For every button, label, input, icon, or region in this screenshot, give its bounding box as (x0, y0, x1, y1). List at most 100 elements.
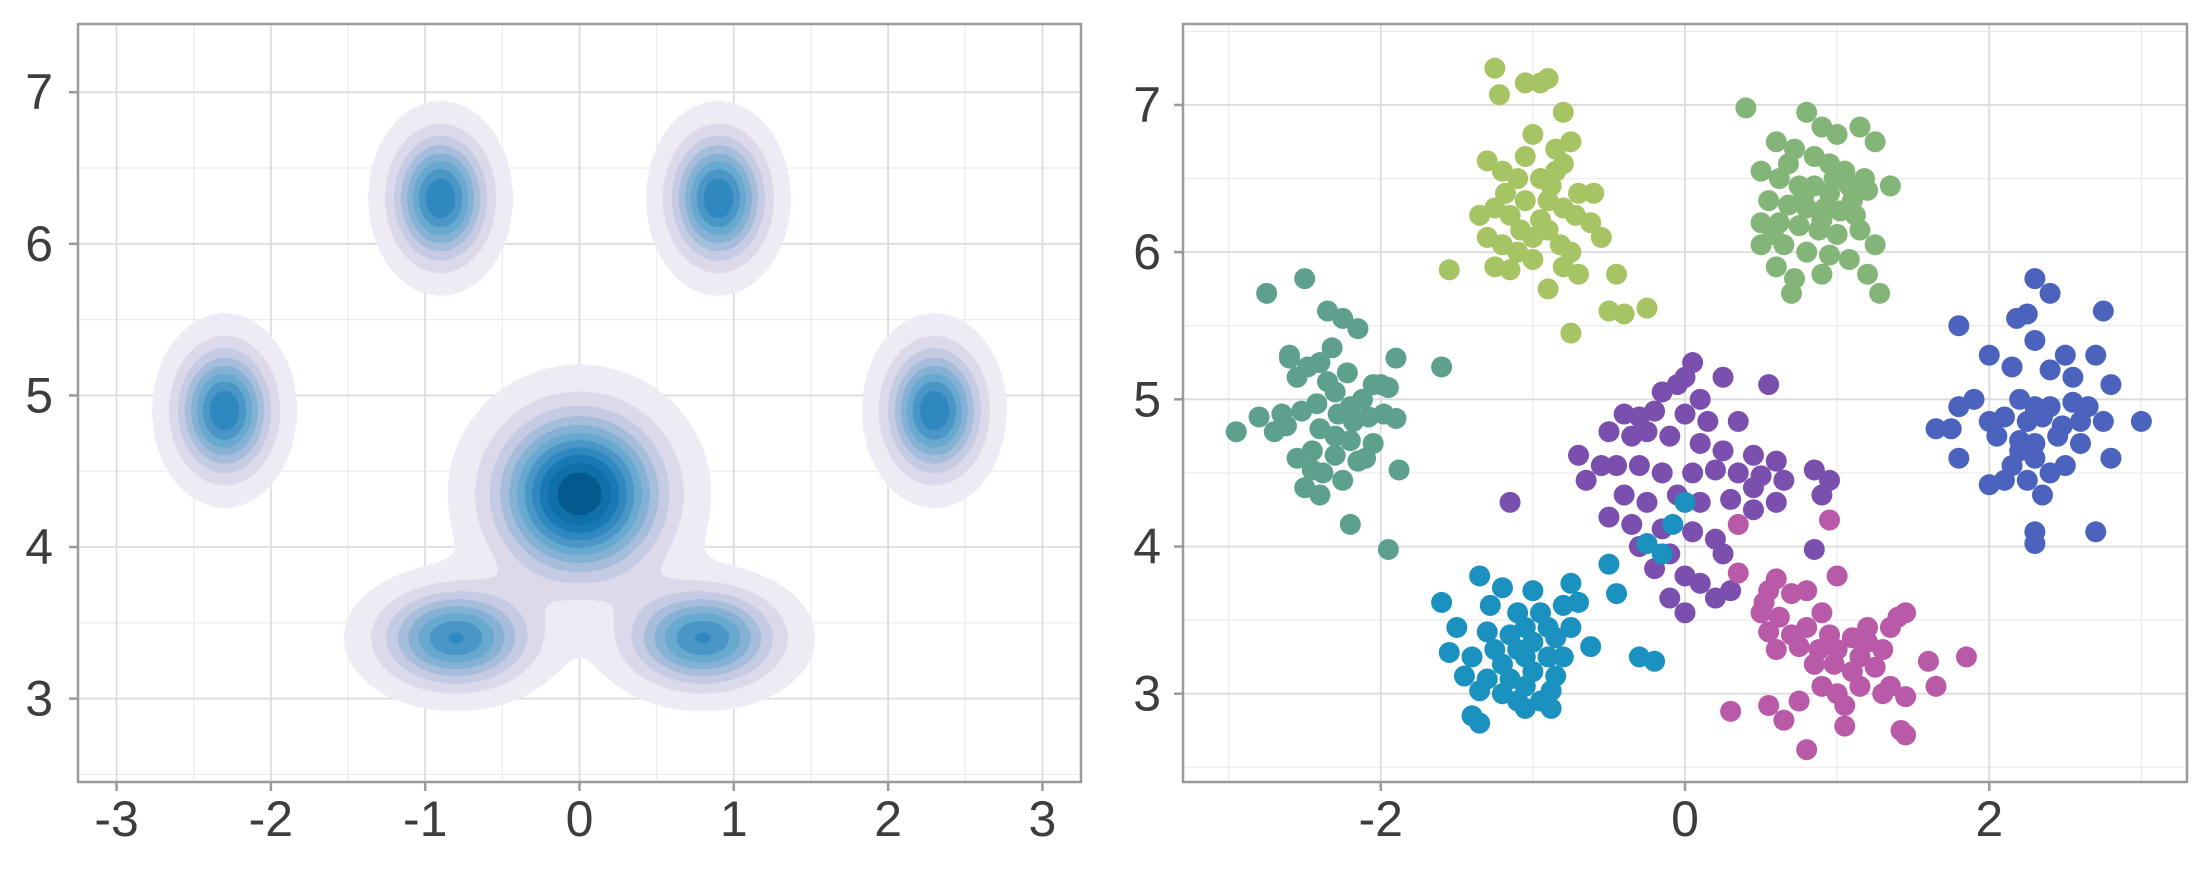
scatter-point (1263, 421, 1285, 443)
scatter-point (1720, 488, 1742, 510)
scatter-point (1826, 223, 1848, 245)
scatter-point (1765, 639, 1787, 661)
scatter-point (1583, 182, 1605, 204)
scatter-point (1780, 282, 1802, 304)
scatter-point (2031, 406, 2053, 428)
axes: -2 0 2 3 4 5 6 7 (1133, 77, 2003, 847)
scatter-point (1793, 185, 1815, 207)
scatter-point (1499, 204, 1521, 226)
scatter-point (1552, 101, 1574, 123)
scatter-point (1917, 650, 1939, 672)
scatter-point (1309, 352, 1331, 374)
scatter-point (1484, 57, 1506, 79)
scatter-point (1666, 374, 1688, 396)
scatter-point (1864, 656, 1886, 678)
scatter-point (1712, 440, 1734, 462)
scatter-point (1674, 602, 1696, 624)
scatter-point (1727, 410, 1749, 432)
scatter-point (1644, 650, 1666, 672)
scatter-point (1636, 491, 1658, 513)
scatter-point (1879, 175, 1901, 197)
scatter-point (1823, 168, 1845, 190)
scatter-point (1514, 72, 1536, 94)
scatter-point (1895, 686, 1917, 708)
scatter-point (1347, 318, 1369, 340)
scatter-point (1560, 572, 1582, 594)
axes: -3 -2 -1 0 1 2 3 3 4 5 6 7 (25, 64, 1056, 847)
x-tick-label: -2 (249, 791, 293, 847)
scatter-point (1849, 219, 1871, 241)
scatter-point (1332, 307, 1354, 329)
x-tick-label: 3 (1029, 791, 1057, 847)
scatter-point (1377, 538, 1399, 560)
scatter-point (1742, 477, 1764, 499)
scatter-point (1879, 675, 1901, 697)
scatter-point (1796, 241, 1818, 263)
scatter-point (1796, 101, 1818, 123)
scatter-point (1385, 347, 1407, 369)
scatter-point (1309, 484, 1331, 506)
y-tick-label: 6 (1133, 224, 1161, 280)
scatter-point (1742, 444, 1764, 466)
scatter-point (1796, 616, 1818, 638)
scatter-point (1294, 268, 1316, 290)
scatter-point (1796, 580, 1818, 602)
scatter-point (1431, 356, 1453, 378)
y-tick-label: 5 (1133, 371, 1161, 427)
scatter-point (2085, 521, 2107, 543)
scatter-point (1720, 580, 1742, 602)
scatter-point (1948, 447, 1970, 469)
scatter-series-cluster-5 (1499, 352, 1841, 624)
scatter-point (1788, 690, 1810, 712)
x-tick-label: 0 (566, 791, 594, 847)
scatter-series-cluster-1 (1225, 268, 1453, 560)
scatter-point (1773, 469, 1795, 491)
scatter-point (1735, 97, 1757, 119)
scatter-point (1590, 455, 1612, 477)
scatter-point (1689, 432, 1711, 454)
scatter-point (2047, 425, 2069, 447)
scatter-point (1510, 219, 1532, 241)
scatter-point (2070, 432, 2092, 454)
scatter-point (1819, 244, 1841, 266)
scatter-point (1332, 469, 1354, 491)
scatter-point (1768, 606, 1790, 628)
scatter-point (1788, 636, 1810, 658)
x-tick-label: -2 (1359, 791, 1403, 847)
scatter-point (1834, 715, 1856, 737)
scatter-point (2039, 462, 2061, 484)
scatter-point (1796, 739, 1818, 761)
scatter-point (1811, 209, 1833, 231)
scatter-point (1613, 484, 1635, 506)
scatter-point (1514, 145, 1536, 167)
scatter-point (1963, 388, 1985, 410)
scatter-point (1324, 444, 1346, 466)
scatter-point (1636, 297, 1658, 319)
scatter-point (1742, 499, 1764, 521)
scatter-point (1491, 577, 1513, 599)
scatter-point (1522, 248, 1544, 270)
scatter-point (2100, 374, 2122, 396)
scatter-point (1857, 616, 1879, 638)
scatter-point (2024, 268, 2046, 290)
scatter-point (1568, 182, 1590, 204)
scatter-point (2062, 366, 2084, 388)
scatter-series-cluster-3 (1735, 97, 1901, 304)
scatter-point (1431, 591, 1453, 613)
scatter-point (1689, 572, 1711, 594)
y-tick-label: 4 (25, 519, 53, 575)
scatter-point (1568, 444, 1590, 466)
scatter-point (1857, 263, 1879, 285)
scatter-point (1864, 131, 1886, 153)
scatter-point (1712, 366, 1734, 388)
scatter-point (1522, 123, 1544, 145)
scatter-point (1476, 150, 1498, 172)
scatter-point (1469, 565, 1491, 587)
scatter-point (1606, 583, 1628, 605)
scatter-point (1522, 580, 1544, 602)
scatter-point (1955, 646, 1977, 668)
scatter-point (1895, 724, 1917, 746)
scatter-series-cluster-6 (1431, 491, 1696, 734)
scatter-point (1385, 407, 1407, 429)
scatter-point (1674, 491, 1696, 513)
